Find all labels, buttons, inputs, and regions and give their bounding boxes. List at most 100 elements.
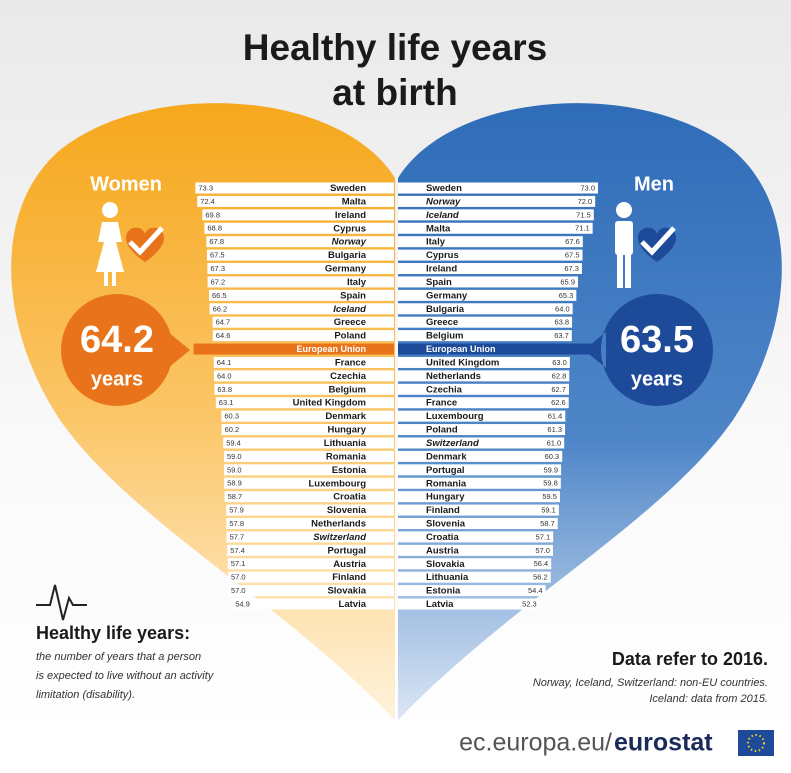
value-label: 59.4 (226, 438, 241, 447)
value-label: 72.4 (200, 197, 215, 206)
category-label: Sweden (426, 183, 462, 194)
eu-stars (747, 734, 765, 752)
category-label: Latvia (339, 599, 367, 610)
bar-chart: 73.3 Sweden 72.4 Malta 69.8 Ireland 68.8 Cyprus… (193, 182, 598, 610)
category-label: Czechia (426, 384, 463, 395)
bar (398, 249, 583, 261)
value-label: 71.1 (575, 224, 590, 233)
value-label: 59.9 (543, 465, 558, 474)
category-label: Croatia (426, 532, 459, 543)
category-label: Spain (426, 277, 452, 288)
category-label: Slovenia (327, 505, 367, 516)
bar (221, 410, 394, 422)
value-label: 64.7 (216, 318, 231, 327)
bar (398, 558, 552, 570)
check-icon (128, 226, 164, 256)
value-label: 52.3 (522, 600, 537, 609)
value-label: 67.5 (210, 251, 225, 260)
value-label: 57.0 (535, 546, 550, 555)
value-label: 61.0 (547, 438, 562, 447)
category-label: Slovakia (426, 559, 465, 570)
bar (398, 410, 566, 422)
category-label: Bulgaria (426, 304, 465, 315)
bar (228, 585, 394, 597)
men-label: Men (634, 173, 674, 195)
woman-icon (96, 202, 124, 286)
value-label: 58.7 (540, 519, 555, 528)
category-label: Hungary (426, 492, 465, 503)
eu-unit: years (631, 368, 683, 390)
value-label: 61.3 (547, 425, 562, 434)
value-label: 62.7 (551, 385, 566, 394)
notes-title: Data refer to 2016. (612, 649, 768, 669)
category-label: Finland (332, 572, 366, 583)
category-label: Cyprus (333, 223, 366, 234)
bar (212, 316, 394, 328)
value-label: 62.6 (551, 398, 566, 407)
category-label: Slovenia (426, 519, 466, 530)
bar (209, 289, 394, 301)
value-label: 59.5 (542, 492, 557, 501)
man-icon (615, 202, 633, 288)
bar (398, 370, 570, 382)
bar (398, 236, 583, 248)
value-label: 56.2 (533, 573, 548, 582)
value-label: 57.1 (231, 559, 246, 568)
value-label: 73.0 (580, 183, 595, 192)
bar (398, 585, 546, 597)
category-label: United Kingdom (293, 398, 366, 409)
value-label: 57.7 (230, 532, 245, 541)
notes-text: Iceland: data from 2015. (649, 693, 768, 705)
footer-site: ec.europa.eu/ (459, 729, 612, 757)
value-label: 69.8 (205, 210, 220, 219)
bar (398, 437, 565, 449)
definition-text: the number of years that a person (36, 651, 201, 663)
bar (209, 303, 394, 315)
category-label: Lithuania (324, 438, 367, 449)
value-label: 59.0 (227, 452, 242, 461)
pulse-icon (36, 584, 87, 621)
category-label: Czechia (330, 371, 367, 382)
category-label: France (426, 398, 457, 409)
eu-bar (398, 343, 592, 355)
bar (215, 397, 394, 409)
category-label: Bulgaria (328, 250, 367, 261)
value-label: 72.0 (578, 197, 593, 206)
category-label: Romania (426, 478, 467, 489)
eu-badge (61, 294, 190, 406)
title-line: at birth (332, 72, 457, 113)
bar (224, 491, 394, 503)
category-label: Netherlands (426, 371, 481, 382)
category-label: Netherlands (311, 519, 366, 530)
category-label: Ireland (426, 264, 457, 275)
category-label: Luxembourg (426, 411, 484, 422)
category-label: Denmark (325, 411, 366, 422)
bar (232, 598, 394, 610)
bar (398, 531, 554, 543)
footer-brand: eurostat (614, 729, 713, 757)
value-label: 58.7 (228, 492, 243, 501)
bar (214, 370, 394, 382)
category-label: Iceland (426, 210, 459, 221)
bar (398, 289, 577, 301)
category-label: Belgium (329, 384, 366, 395)
category-label: Denmark (426, 451, 467, 462)
bar (207, 249, 394, 261)
value-label: 61.4 (548, 412, 563, 421)
bar (398, 316, 573, 328)
value-label: 63.8 (217, 385, 232, 394)
value-label: 54.9 (235, 600, 250, 609)
value-label: 67.8 (209, 237, 224, 246)
eu-value: 64.2 (80, 319, 154, 361)
definition-title: Healthy life years: (36, 623, 190, 643)
bar (398, 477, 561, 489)
eu-badge (584, 294, 713, 406)
category-label: Austria (426, 545, 459, 556)
bar (398, 491, 560, 503)
category-label: Cyprus (426, 250, 459, 261)
value-label: 63.0 (552, 358, 567, 367)
bar (223, 437, 394, 449)
bar (398, 263, 582, 275)
notes-text: Norway, Iceland, Switzerland: non-EU cou… (533, 677, 768, 689)
bar (195, 182, 394, 194)
